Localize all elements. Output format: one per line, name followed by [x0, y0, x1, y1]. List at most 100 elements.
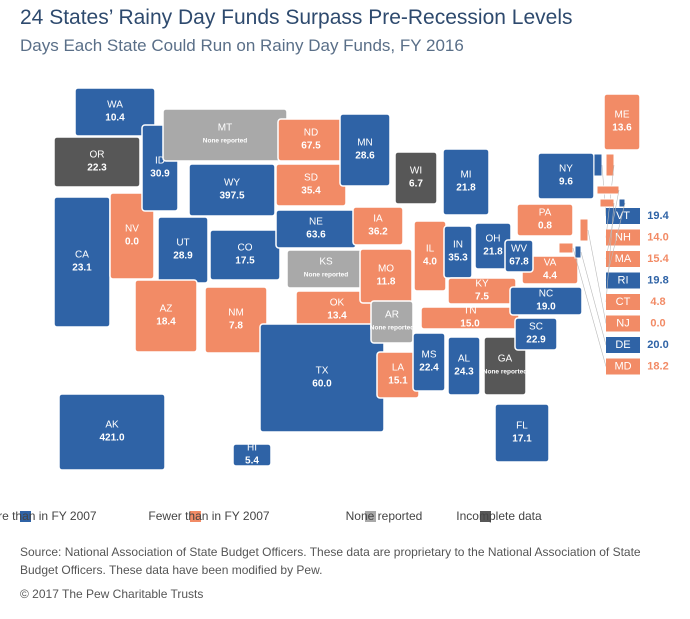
- callout-value: 18.2: [647, 360, 668, 372]
- state-value: 22.3: [87, 163, 107, 174]
- callout-value: 19.8: [647, 274, 668, 286]
- state-value: 28.6: [355, 151, 375, 162]
- state-abbr: NV: [125, 224, 139, 235]
- callout-value: 0.0: [650, 317, 665, 329]
- state-value: 22.4: [419, 363, 439, 374]
- callout-abbr: NJ: [616, 317, 629, 329]
- state-value: 24.3: [454, 367, 474, 378]
- callout-value: 4.8: [650, 296, 665, 308]
- state-value: None reported: [483, 369, 527, 376]
- callout-value: 19.4: [647, 210, 669, 222]
- state-shape: [209, 229, 281, 281]
- callout-abbr: CT: [616, 296, 631, 308]
- state-abbr: OK: [330, 298, 345, 309]
- callout-value: 14.0: [647, 231, 668, 243]
- legend-swatch: [190, 511, 201, 522]
- state-shape: [74, 87, 156, 137]
- state-shape: [593, 153, 603, 177]
- state-abbr: CO: [238, 243, 253, 254]
- callout-box: [606, 294, 640, 310]
- state-value: 7.5: [475, 292, 489, 303]
- callout-box: [606, 272, 640, 289]
- state-shape: [339, 113, 391, 187]
- callout-box: [606, 358, 640, 375]
- state-abbr: KY: [475, 279, 489, 290]
- callout-box: [606, 208, 640, 224]
- callout-box: [606, 337, 640, 353]
- state-value: 0.8: [538, 221, 552, 232]
- state-shape: [494, 403, 550, 463]
- state-shape: [412, 332, 446, 392]
- state-abbr: IA: [373, 214, 383, 225]
- state-abbr: KS: [319, 257, 333, 268]
- legend-swatch: [480, 511, 491, 522]
- state-value: 6.7: [409, 179, 423, 190]
- state-value: 7.8: [229, 321, 243, 332]
- state-value: 0.0: [125, 237, 139, 248]
- state-shape: [483, 336, 527, 396]
- title: 24 States’ Rainy Day Funds Surpass Pre-R…: [20, 6, 573, 29]
- legend-label: Incomplete data: [456, 509, 542, 523]
- state-shape: [605, 153, 615, 177]
- state-value: 60.0: [312, 379, 332, 390]
- state-abbr: CA: [75, 250, 89, 261]
- copyright: © 2017 The Pew Charitable Trusts: [20, 587, 204, 601]
- callout-abbr: RI: [618, 274, 629, 286]
- state-abbr: VA: [544, 258, 557, 269]
- state-shape: [447, 336, 481, 396]
- state-abbr: WV: [511, 244, 527, 255]
- state-shape: [516, 203, 574, 237]
- state-abbr: PA: [539, 208, 552, 219]
- state-abbr: ID: [155, 156, 165, 167]
- callout-line: [580, 251, 607, 346]
- state-shape: [596, 185, 620, 195]
- legend-swatch: [20, 511, 31, 522]
- state-shape: [53, 136, 141, 188]
- state-value: 17.1: [512, 434, 532, 445]
- state-abbr: OR: [90, 150, 105, 161]
- state-shape: [204, 286, 268, 354]
- state-value: 35.3: [448, 253, 468, 264]
- callout-abbr: MA: [615, 253, 632, 265]
- state-shape: [442, 148, 490, 216]
- state-value: 36.2: [368, 227, 388, 238]
- state-shape: [232, 443, 272, 467]
- state-shape: [58, 393, 166, 471]
- source: Source: National Association of State Bu…: [20, 545, 641, 577]
- state-value: 63.6: [306, 230, 326, 241]
- state-abbr: ME: [615, 110, 630, 121]
- state-value: 4.4: [543, 271, 557, 282]
- state-abbr: NC: [539, 289, 553, 300]
- state-value: None reported: [370, 325, 414, 332]
- state-value: None reported: [203, 138, 247, 145]
- state-abbr: MN: [357, 138, 373, 149]
- callout-line: [587, 229, 607, 324]
- legend-label: More than in FY 2007: [0, 509, 97, 523]
- callout-box: [606, 315, 640, 332]
- state-value: 15.0: [460, 319, 480, 330]
- state-abbr: WI: [410, 166, 422, 177]
- state-shape: [599, 198, 615, 208]
- state-value: None reported: [304, 272, 348, 279]
- state-value: 10.4: [105, 113, 125, 124]
- callout-value: 15.4: [647, 253, 669, 265]
- state-abbr: AK: [105, 420, 119, 431]
- state-abbr: LA: [392, 363, 405, 374]
- callout-abbr: VT: [616, 210, 630, 222]
- state-abbr: MO: [378, 264, 394, 275]
- state-value: 23.1: [72, 263, 92, 274]
- callout-abbr: MD: [614, 360, 631, 372]
- callout-abbr: DE: [615, 339, 630, 351]
- state-abbr: IL: [426, 244, 435, 255]
- state-shape: [109, 192, 155, 280]
- callout-box: [606, 229, 640, 246]
- callout-line: [605, 202, 615, 303]
- state-abbr: NM: [228, 308, 244, 319]
- state-shape: [352, 206, 404, 246]
- state-value: 11.8: [377, 277, 396, 288]
- state-abbr: WY: [224, 178, 240, 189]
- callout-box: [606, 251, 640, 267]
- state-value: 13.6: [612, 123, 632, 134]
- state-value: 5.4: [245, 456, 259, 467]
